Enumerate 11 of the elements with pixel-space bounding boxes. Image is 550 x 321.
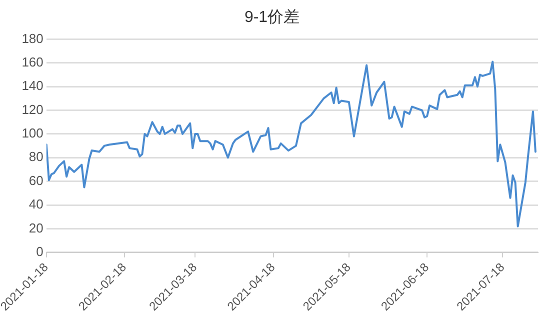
y-tick-label: 80 bbox=[28, 149, 44, 164]
y-tick-label: 100 bbox=[22, 126, 44, 141]
y-tick-label: 40 bbox=[28, 196, 44, 212]
y-tick-label: 160 bbox=[22, 54, 44, 70]
y-tick-label: 20 bbox=[28, 220, 44, 236]
y-tick-label: 0 bbox=[36, 244, 44, 259]
chart-title: 9-1价差 bbox=[244, 8, 300, 26]
y-tick-label: 60 bbox=[28, 172, 44, 188]
y-tick-label: 120 bbox=[22, 102, 44, 117]
y-tick-label: 180 bbox=[22, 30, 44, 46]
y-tick-label: 140 bbox=[22, 78, 44, 94]
